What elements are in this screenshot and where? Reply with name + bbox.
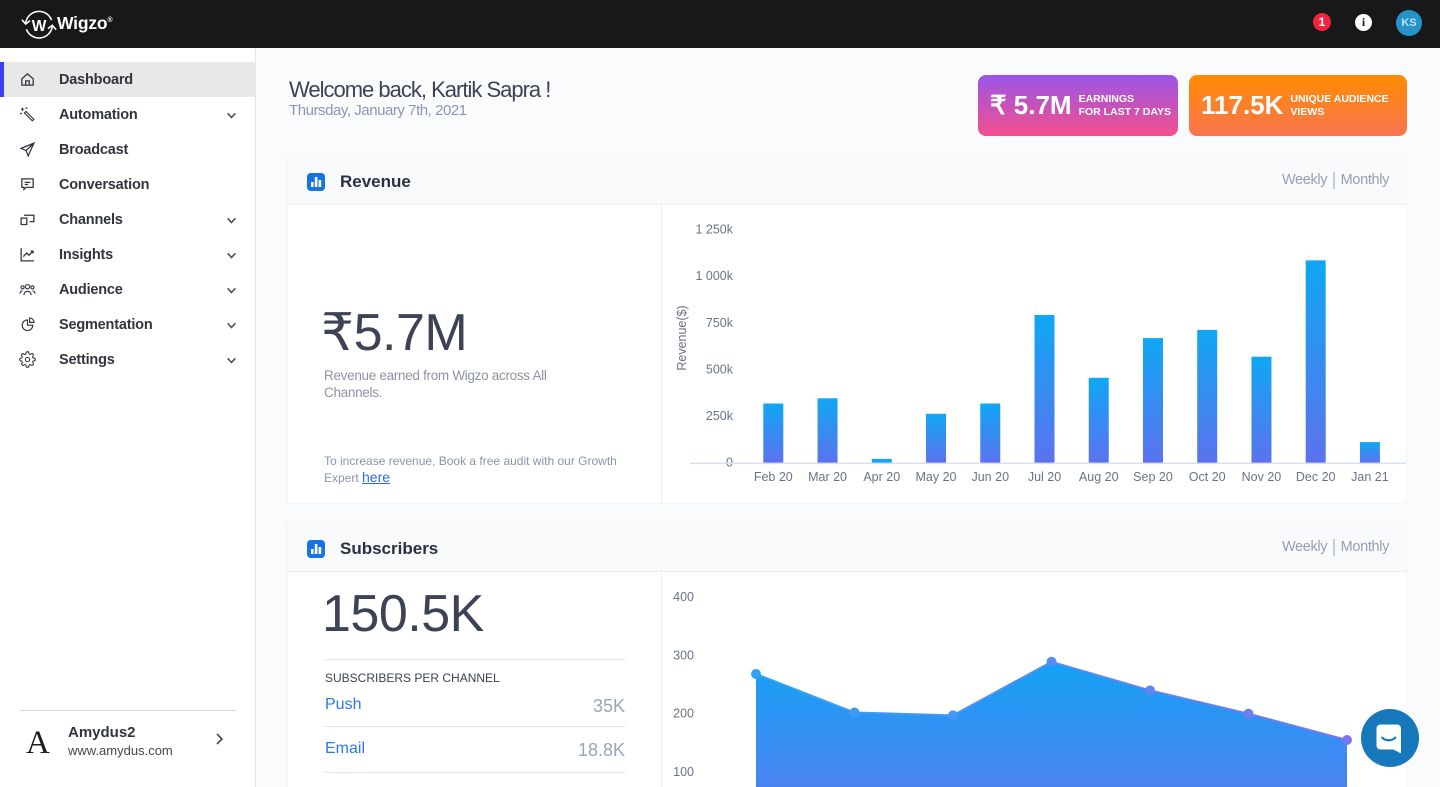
svg-text:1 250k: 1 250k bbox=[695, 223, 733, 237]
svg-text:Apr 20: Apr 20 bbox=[863, 470, 900, 484]
svg-text:200: 200 bbox=[673, 707, 694, 721]
svg-text:Aug 20: Aug 20 bbox=[1079, 470, 1119, 484]
svg-text:300: 300 bbox=[673, 648, 694, 662]
svg-text:W: W bbox=[32, 18, 47, 35]
svg-text:500k: 500k bbox=[706, 362, 734, 376]
svg-text:250k: 250k bbox=[706, 409, 734, 423]
svg-text:Nov 20: Nov 20 bbox=[1242, 470, 1282, 484]
svg-text:May 20: May 20 bbox=[916, 470, 957, 484]
svg-text:Feb 20: Feb 20 bbox=[754, 470, 793, 484]
svg-text:Sep 20: Sep 20 bbox=[1133, 470, 1173, 484]
svg-text:100: 100 bbox=[673, 765, 694, 779]
svg-text:Jul 20: Jul 20 bbox=[1028, 470, 1061, 484]
svg-text:Jan 21: Jan 21 bbox=[1351, 470, 1389, 484]
svg-text:400: 400 bbox=[673, 590, 694, 604]
svg-text:750k: 750k bbox=[706, 316, 734, 330]
svg-text:Jun 20: Jun 20 bbox=[971, 470, 1009, 484]
svg-text:1 000k: 1 000k bbox=[695, 269, 733, 283]
svg-text:Revenue($): Revenue($) bbox=[675, 305, 689, 370]
svg-text:Mar 20: Mar 20 bbox=[808, 470, 847, 484]
svg-text:Dec 20: Dec 20 bbox=[1296, 470, 1336, 484]
svg-text:Oct 20: Oct 20 bbox=[1189, 470, 1226, 484]
